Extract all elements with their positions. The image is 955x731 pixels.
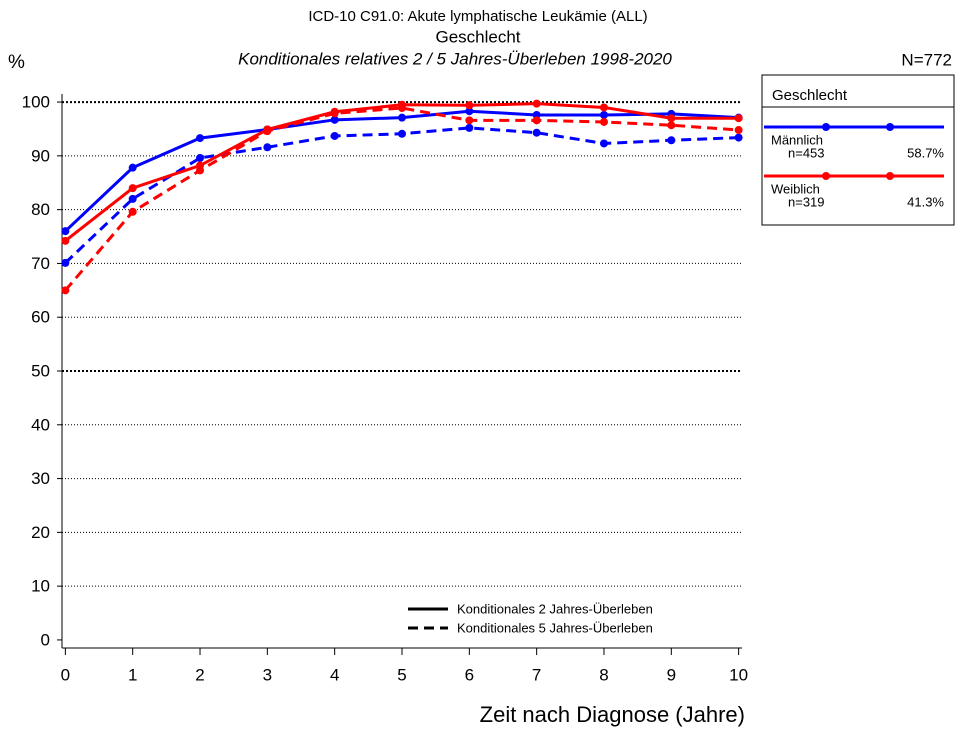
x-tick-label: 5 (397, 665, 406, 684)
data-point (61, 286, 70, 295)
data-point (128, 194, 137, 203)
data-point (667, 136, 676, 145)
data-point (196, 134, 205, 143)
legend-marker (822, 123, 830, 131)
total-count: N=772 (901, 50, 952, 69)
y-tick-label: 100 (22, 93, 50, 112)
data-point (263, 127, 272, 136)
y-tick-label: 0 (41, 630, 50, 649)
legend-share: 58.7% (907, 145, 944, 160)
x-tick-label: 4 (330, 665, 339, 684)
data-point (599, 139, 608, 148)
data-point (398, 113, 406, 122)
data-point (61, 227, 70, 236)
x-tick-label: 9 (667, 665, 676, 684)
style-legend-label: Konditionales 2 Jahres-Überleben (457, 601, 653, 616)
x-tick-label: 1 (128, 665, 137, 684)
data-point (465, 107, 474, 116)
data-point (734, 126, 743, 135)
legend-marker (886, 172, 894, 180)
y-tick-label: 40 (31, 415, 50, 434)
data-line (64, 126, 739, 264)
legend-count: n=319 (788, 194, 825, 209)
data-point (532, 128, 541, 137)
legend-marker (886, 123, 894, 131)
y-tick-label: 10 (31, 577, 50, 596)
data-point (196, 166, 205, 175)
x-tick-label: 2 (195, 665, 204, 684)
data-point (128, 207, 137, 216)
data-point (667, 114, 676, 123)
data-point (61, 258, 70, 267)
x-tick-label: 10 (729, 665, 748, 684)
legend-label: Weiblich (771, 181, 820, 196)
x-tick-label: 6 (465, 665, 474, 684)
y-tick-label: 50 (31, 361, 50, 380)
y-tick-label: 20 (31, 523, 50, 542)
chart-subtitle: Geschlecht (435, 27, 520, 46)
y-tick-label: 60 (31, 308, 50, 327)
data-point (465, 101, 474, 110)
data-point (465, 116, 474, 125)
data-point (330, 115, 339, 124)
data-point (532, 116, 541, 125)
data-point (128, 184, 137, 193)
data-point (465, 123, 474, 132)
data-point (667, 121, 676, 130)
data-point (734, 114, 743, 123)
data-point (196, 154, 205, 163)
legend-box (761, 74, 955, 226)
y-tick-label: 80 (31, 200, 50, 219)
y-tick-label: 30 (31, 469, 50, 488)
legend-label: Männlich (771, 132, 823, 147)
data-point (330, 109, 339, 118)
legend-share: 41.3% (907, 194, 944, 209)
data-point (599, 110, 608, 119)
y-tick-label: 70 (31, 254, 50, 273)
x-tick-label: 3 (263, 665, 272, 684)
legend-count: n=453 (788, 145, 825, 160)
chart-subtitle: Konditionales relatives 2 / 5 Jahres-Übe… (238, 49, 672, 68)
data-point (263, 143, 272, 152)
legend-marker (822, 172, 830, 180)
data-point (532, 99, 541, 108)
x-tick-label: 0 (61, 665, 70, 684)
data-line (64, 102, 739, 243)
chart-title: ICD-10 C91.0: Akute lymphatische Leukämi… (308, 8, 647, 25)
data-point (398, 103, 406, 112)
x-tick-label: 7 (532, 665, 541, 684)
x-axis-label: Zeit nach Diagnose (Jahre) (480, 702, 745, 727)
x-tick-label: 8 (599, 665, 608, 684)
y-axis-label: % (8, 52, 25, 73)
data-point (599, 103, 608, 112)
data-point (599, 117, 608, 126)
data-point (734, 133, 743, 142)
data-point (61, 236, 70, 245)
y-tick-label: 90 (31, 146, 50, 165)
data-point (398, 129, 406, 138)
style-legend-label: Konditionales 5 Jahres-Überleben (457, 620, 653, 635)
legend-title: Geschlecht (772, 87, 848, 104)
data-point (128, 163, 137, 172)
data-line (64, 109, 739, 233)
data-point (330, 131, 339, 140)
